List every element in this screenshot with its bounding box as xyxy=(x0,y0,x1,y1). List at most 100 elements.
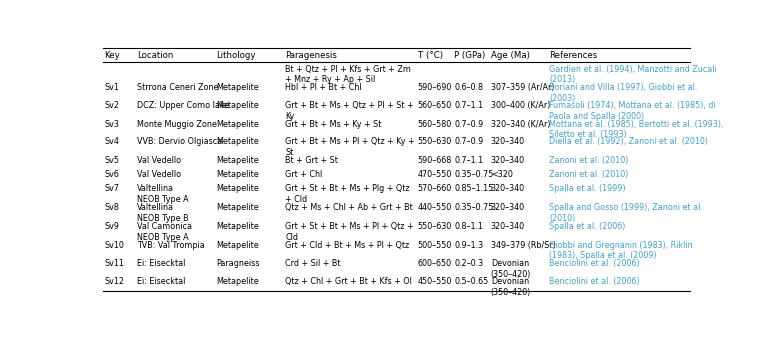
Text: Metapelite: Metapelite xyxy=(216,203,259,212)
Text: Sv6: Sv6 xyxy=(104,170,119,179)
Text: Location: Location xyxy=(138,51,174,60)
Text: 500–550: 500–550 xyxy=(417,241,452,249)
Text: TVB: Val Trompia: TVB: Val Trompia xyxy=(138,241,205,249)
Text: 0.8–1.1: 0.8–1.1 xyxy=(455,222,483,231)
Text: 0.35–0.75: 0.35–0.75 xyxy=(455,203,494,212)
Text: Grt + Cld + Bt + Ms + Pl + Qtz: Grt + Cld + Bt + Ms + Pl + Qtz xyxy=(285,241,410,249)
Text: 0.9–1.3: 0.9–1.3 xyxy=(455,241,483,249)
Text: Sv11: Sv11 xyxy=(104,259,124,268)
Text: Spalla et al. (1999): Spalla et al. (1999) xyxy=(549,184,625,193)
Text: 0.6–0.8: 0.6–0.8 xyxy=(455,83,483,92)
Text: Spalla and Gosso (1999), Zanoni et al.
(2010): Spalla and Gosso (1999), Zanoni et al. (… xyxy=(549,203,703,223)
Text: Sv4: Sv4 xyxy=(104,137,119,146)
Text: Grt + Bt + Ms + Qtz + Pl + St +
Ky: Grt + Bt + Ms + Qtz + Pl + St + Ky xyxy=(285,101,414,121)
Text: Boriani and Villa (1997), Giobbi et al.
(2003): Boriani and Villa (1997), Giobbi et al. … xyxy=(549,83,697,103)
Text: Sv10: Sv10 xyxy=(104,241,124,249)
Text: Gardien et al. (1994), Manzotti and Zucali
(2013): Gardien et al. (1994), Manzotti and Zuca… xyxy=(549,65,717,84)
Text: 590–668: 590–668 xyxy=(417,156,452,165)
Text: Metapelite: Metapelite xyxy=(216,101,259,110)
Text: 450–550: 450–550 xyxy=(417,277,452,286)
Text: 307–359 (Ar/Ar): 307–359 (Ar/Ar) xyxy=(491,83,554,92)
Text: Valtellina
NEOB Type A: Valtellina NEOB Type A xyxy=(138,184,189,204)
Text: Strrona Ceneri Zone: Strrona Ceneri Zone xyxy=(138,83,219,92)
Text: T (°C): T (°C) xyxy=(417,51,443,60)
Text: Devonian
(350–420): Devonian (350–420) xyxy=(491,259,531,279)
Text: Metapelite: Metapelite xyxy=(216,170,259,179)
Text: Sv7: Sv7 xyxy=(104,184,119,193)
Text: Valtellina
NEOB Type B: Valtellina NEOB Type B xyxy=(138,203,189,223)
Text: Metapelite: Metapelite xyxy=(216,120,259,129)
Text: 470–550: 470–550 xyxy=(417,170,452,179)
Text: 320–340: 320–340 xyxy=(491,184,525,193)
Text: Giobbi and Gregnanin (1983), Riklin
(1983), Spalla et al. (2009): Giobbi and Gregnanin (1983), Riklin (198… xyxy=(549,241,693,260)
Text: 560–650: 560–650 xyxy=(417,101,452,110)
Text: 440–550: 440–550 xyxy=(417,203,452,212)
Text: Metapelite: Metapelite xyxy=(216,277,259,286)
Text: Paragenesis: Paragenesis xyxy=(285,51,337,60)
Text: Ei: Eisecktal: Ei: Eisecktal xyxy=(138,277,186,286)
Text: 0.5–0.65: 0.5–0.65 xyxy=(455,277,489,286)
Text: Monte Muggio Zone: Monte Muggio Zone xyxy=(138,120,217,129)
Text: References: References xyxy=(549,51,598,60)
Text: Metapelite: Metapelite xyxy=(216,137,259,146)
Text: Lithology: Lithology xyxy=(216,51,256,60)
Text: Diella et al. (1992), Zanoni et al. (2010): Diella et al. (1992), Zanoni et al. (201… xyxy=(549,137,708,146)
Text: 300–400 (K/Ar): 300–400 (K/Ar) xyxy=(491,101,550,110)
Text: 550–630: 550–630 xyxy=(417,137,452,146)
Text: Hbl + Pl + Bt + Chl: Hbl + Pl + Bt + Chl xyxy=(285,83,362,92)
Text: Sv3: Sv3 xyxy=(104,120,119,129)
Text: Spalla et al. (2006): Spalla et al. (2006) xyxy=(549,222,625,231)
Text: 320–340: 320–340 xyxy=(491,203,525,212)
Text: 590–690: 590–690 xyxy=(417,83,452,92)
Text: Sv2: Sv2 xyxy=(104,101,119,110)
Text: 600–650: 600–650 xyxy=(417,259,452,268)
Text: Metapelite: Metapelite xyxy=(216,241,259,249)
Text: 320–340: 320–340 xyxy=(491,222,525,231)
Text: Val Vedello: Val Vedello xyxy=(138,170,182,179)
Text: 550–630: 550–630 xyxy=(417,222,452,231)
Text: Devonian
(350–420): Devonian (350–420) xyxy=(491,277,531,297)
Text: Grt + Bt + Ms + Ky + St: Grt + Bt + Ms + Ky + St xyxy=(285,120,382,129)
Text: <320: <320 xyxy=(491,170,512,179)
Text: Val Camonica
NEOB Type A: Val Camonica NEOB Type A xyxy=(138,222,192,242)
Text: Fumasoli (1974), Mottana et al. (1985), di
Paola and Spalla (2000): Fumasoli (1974), Mottana et al. (1985), … xyxy=(549,101,716,121)
Text: Metapelite: Metapelite xyxy=(216,184,259,193)
Text: Sv5: Sv5 xyxy=(104,156,119,165)
Text: Sv12: Sv12 xyxy=(104,277,124,286)
Text: Sv9: Sv9 xyxy=(104,222,119,231)
Text: Grt + St + Bt + Ms + Pl + Qtz +
Cld: Grt + St + Bt + Ms + Pl + Qtz + Cld xyxy=(285,222,414,242)
Text: 0.7–0.9: 0.7–0.9 xyxy=(455,137,484,146)
Text: Grt + Bt + Ms + Pl + Qtz + Ky +
St: Grt + Bt + Ms + Pl + Qtz + Ky + St xyxy=(285,137,415,157)
Text: Zanoni et al. (2010): Zanoni et al. (2010) xyxy=(549,170,628,179)
Text: 0.2–0.3: 0.2–0.3 xyxy=(455,259,483,268)
Text: 320–340 (K/Ar): 320–340 (K/Ar) xyxy=(491,120,550,129)
Text: Bt + Grt + St: Bt + Grt + St xyxy=(285,156,339,165)
Text: P (GPa): P (GPa) xyxy=(455,51,485,60)
Text: Grt + Chl: Grt + Chl xyxy=(285,170,322,179)
Text: Zanoni et al. (2010): Zanoni et al. (2010) xyxy=(549,156,628,165)
Text: Grt + St + Bt + Ms + Plg + Qtz
+ Cld: Grt + St + Bt + Ms + Plg + Qtz + Cld xyxy=(285,184,410,204)
Text: Bt + Qtz + Pl + Kfs + Grt + Zm
+ Mnz + Ry + Ap + Sil: Bt + Qtz + Pl + Kfs + Grt + Zm + Mnz + R… xyxy=(285,65,411,84)
Text: Crd + Sil + Bt: Crd + Sil + Bt xyxy=(285,259,341,268)
Text: 0.35–0.75: 0.35–0.75 xyxy=(455,170,494,179)
Text: 0.85–1.15: 0.85–1.15 xyxy=(455,184,493,193)
Text: DCZ: Upper Como lake: DCZ: Upper Como lake xyxy=(138,101,230,110)
Text: 349–379 (Rb/Sr): 349–379 (Rb/Sr) xyxy=(491,241,556,249)
Text: Qtz + Ms + Chl + Ab + Grt + Bt: Qtz + Ms + Chl + Ab + Grt + Bt xyxy=(285,203,413,212)
Text: Metapelite: Metapelite xyxy=(216,222,259,231)
Text: 0.7–0.9: 0.7–0.9 xyxy=(455,120,484,129)
Text: Qtz + Chl + Grt + Bt + Kfs + Ol: Qtz + Chl + Grt + Bt + Kfs + Ol xyxy=(285,277,412,286)
Text: 570–660: 570–660 xyxy=(417,184,452,193)
Text: 560–580: 560–580 xyxy=(417,120,452,129)
Text: Paragneiss: Paragneiss xyxy=(216,259,260,268)
Text: Benciolini et al. (2006): Benciolini et al. (2006) xyxy=(549,259,639,268)
Text: Benciolini et al. (2006): Benciolini et al. (2006) xyxy=(549,277,639,286)
Text: Sv8: Sv8 xyxy=(104,203,119,212)
Text: 0.7–1.1: 0.7–1.1 xyxy=(455,156,483,165)
Text: Sv1: Sv1 xyxy=(104,83,119,92)
Text: Val Vedello: Val Vedello xyxy=(138,156,182,165)
Text: 320–340: 320–340 xyxy=(491,156,525,165)
Text: Metapelite: Metapelite xyxy=(216,83,259,92)
Text: 320–340: 320–340 xyxy=(491,137,525,146)
Text: 0.7–1.1: 0.7–1.1 xyxy=(455,101,483,110)
